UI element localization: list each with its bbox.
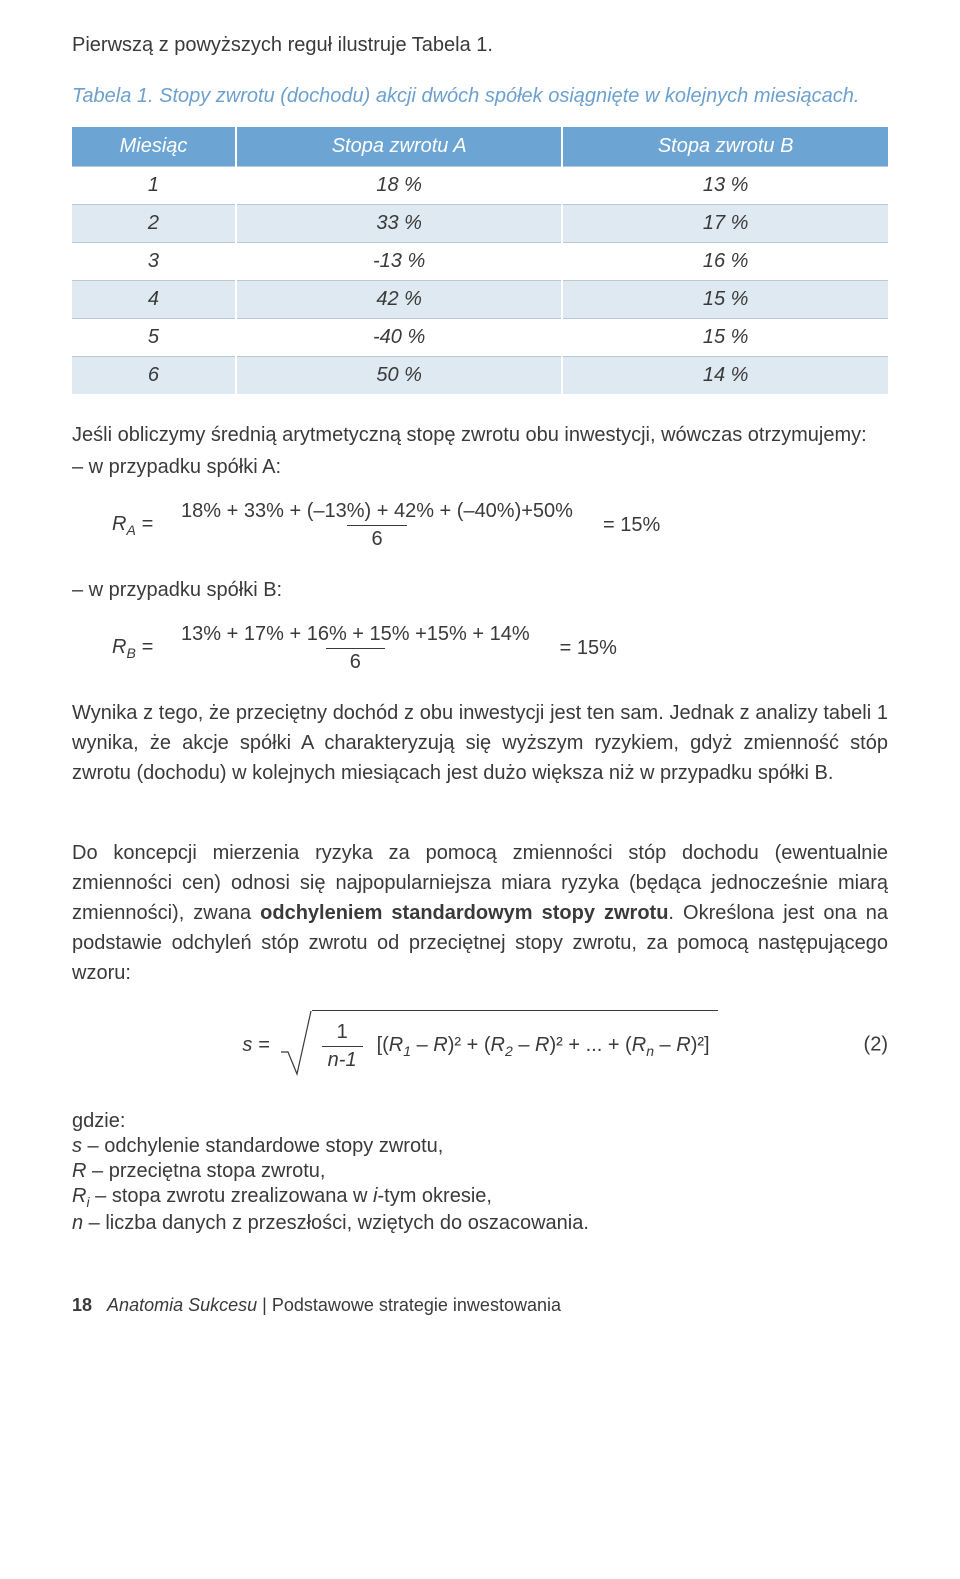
risk-paragraph: Do koncepcji mierzenia ryzyka za pomocą … bbox=[72, 838, 888, 988]
table-row: 2 33 % 17 % bbox=[72, 205, 888, 243]
cell: -40 % bbox=[236, 319, 562, 357]
formula-b-numerator: 13% + 17% + 16% + 15% +15% + 14% bbox=[175, 623, 536, 648]
page-footer: 18 Anatomia Sukcesu | Podstawowe strateg… bbox=[72, 1295, 888, 1316]
formula-b-lhs: RB = bbox=[112, 636, 165, 661]
table-row: 1 18 % 13 % bbox=[72, 167, 888, 205]
page-number: 18 bbox=[72, 1295, 92, 1315]
col-return-a: Stopa zwrotu A bbox=[236, 127, 562, 167]
formula-b-denominator: 6 bbox=[326, 648, 385, 674]
equation-number: (2) bbox=[864, 1034, 888, 1057]
cell: 16 % bbox=[562, 243, 888, 281]
formula-a-lhs: RA = bbox=[112, 513, 165, 538]
cell: 17 % bbox=[562, 205, 888, 243]
formula-a-fraction: 18% + 33% + (–13%) + 42% + (–40%)+50% 6 bbox=[175, 500, 579, 551]
cell: 5 bbox=[72, 319, 236, 357]
formula-b-result: = 15% bbox=[546, 637, 617, 660]
formula-a-denominator: 6 bbox=[347, 525, 406, 551]
cell: 2 bbox=[72, 205, 236, 243]
cell: 1 bbox=[72, 167, 236, 205]
formula-b-fraction: 13% + 17% + 16% + 15% +15% + 14% 6 bbox=[175, 623, 536, 674]
col-return-b: Stopa zwrotu B bbox=[562, 127, 888, 167]
where-n: n – liczba danych z przeszłości, wziętyc… bbox=[72, 1212, 888, 1235]
stddev-equation-row: s = 1 n-1 [(R1 – R)² + (R2 – R)² + ... +… bbox=[72, 1010, 888, 1080]
conclusion-paragraph: Wynika z tego, że przeciętny dochód z ob… bbox=[72, 698, 888, 788]
returns-table: Miesiąc Stopa zwrotu A Stopa zwrotu B 1 … bbox=[72, 127, 888, 394]
footer-sep: | bbox=[257, 1295, 272, 1315]
cell: 4 bbox=[72, 281, 236, 319]
col-month: Miesiąc bbox=[72, 127, 236, 167]
sqrt-frac-den: n-1 bbox=[322, 1046, 363, 1072]
cell: 50 % bbox=[236, 357, 562, 395]
cell: 15 % bbox=[562, 319, 888, 357]
cell: -13 % bbox=[236, 243, 562, 281]
case-a-label: – w przypadku spółki A: bbox=[72, 452, 888, 482]
sqrt-wrap: 1 n-1 [(R1 – R)² + (R2 – R)² + ... + (Rn… bbox=[280, 1010, 718, 1080]
formula-a-numerator: 18% + 33% + (–13%) + 42% + (–40%)+50% bbox=[175, 500, 579, 525]
cell: 42 % bbox=[236, 281, 562, 319]
footer-title: Anatomia Sukcesu bbox=[107, 1295, 257, 1315]
table-row: 5 -40 % 15 % bbox=[72, 319, 888, 357]
table-caption: Tabela 1. Stopy zwrotu (dochodu) akcji d… bbox=[72, 82, 888, 111]
cell: 6 bbox=[72, 357, 236, 395]
cell: 14 % bbox=[562, 357, 888, 395]
cell: 33 % bbox=[236, 205, 562, 243]
table-row: 4 42 % 15 % bbox=[72, 281, 888, 319]
intro-paragraph: Pierwszą z powyższych reguł ilustruje Ta… bbox=[72, 30, 888, 60]
sqrt-fraction: 1 n-1 bbox=[322, 1021, 363, 1072]
table-header-row: Miesiąc Stopa zwrotu A Stopa zwrotu B bbox=[72, 127, 888, 167]
formula-var: R bbox=[112, 636, 126, 658]
formula-b: RB = 13% + 17% + 16% + 15% +15% + 14% 6 … bbox=[112, 623, 888, 674]
risk-bold-term: odchyleniem standardowym stopy zwrotu bbox=[260, 902, 668, 924]
where-r: R – przeciętna stopa zwrotu, bbox=[72, 1160, 888, 1183]
formula-a-result: = 15% bbox=[589, 514, 660, 537]
formula-var: R bbox=[112, 513, 126, 535]
sqrt-body: 1 n-1 [(R1 – R)² + (R2 – R)² + ... + (Rn… bbox=[312, 1010, 718, 1080]
formula-sub: A bbox=[126, 522, 135, 538]
where-block: gdzie: s – odchylenie standardowe stopy … bbox=[72, 1110, 888, 1235]
sqrt-icon bbox=[280, 1010, 312, 1080]
stddev-equation: s = 1 n-1 [(R1 – R)² + (R2 – R)² + ... +… bbox=[72, 1010, 888, 1080]
table-row: 6 50 % 14 % bbox=[72, 357, 888, 395]
formula-a: RA = 18% + 33% + (–13%) + 42% + (–40%)+5… bbox=[112, 500, 888, 551]
sqrt-bracket-expr: [(R1 – R)² + (R2 – R)² + ... + (Rn – R)²… bbox=[377, 1034, 710, 1059]
where-s: s – odchylenie standardowe stopy zwrotu, bbox=[72, 1135, 888, 1158]
cell: 18 % bbox=[236, 167, 562, 205]
table-row: 3 -13 % 16 % bbox=[72, 243, 888, 281]
after-table-paragraph: Jeśli obliczymy średnią arytmetyczną sto… bbox=[72, 420, 888, 450]
where-ri: Ri – stopa zwrotu zrealizowana w i-tym o… bbox=[72, 1185, 888, 1210]
sqrt-frac-num: 1 bbox=[331, 1021, 354, 1046]
cell: 13 % bbox=[562, 167, 888, 205]
footer-subtitle: Podstawowe strategie inwestowania bbox=[272, 1295, 561, 1315]
cell: 15 % bbox=[562, 281, 888, 319]
s-equals: s = bbox=[242, 1034, 269, 1057]
cell: 3 bbox=[72, 243, 236, 281]
formula-sub: B bbox=[126, 645, 135, 661]
where-label: gdzie: bbox=[72, 1110, 888, 1133]
case-b-label: – w przypadku spółki B: bbox=[72, 575, 888, 605]
